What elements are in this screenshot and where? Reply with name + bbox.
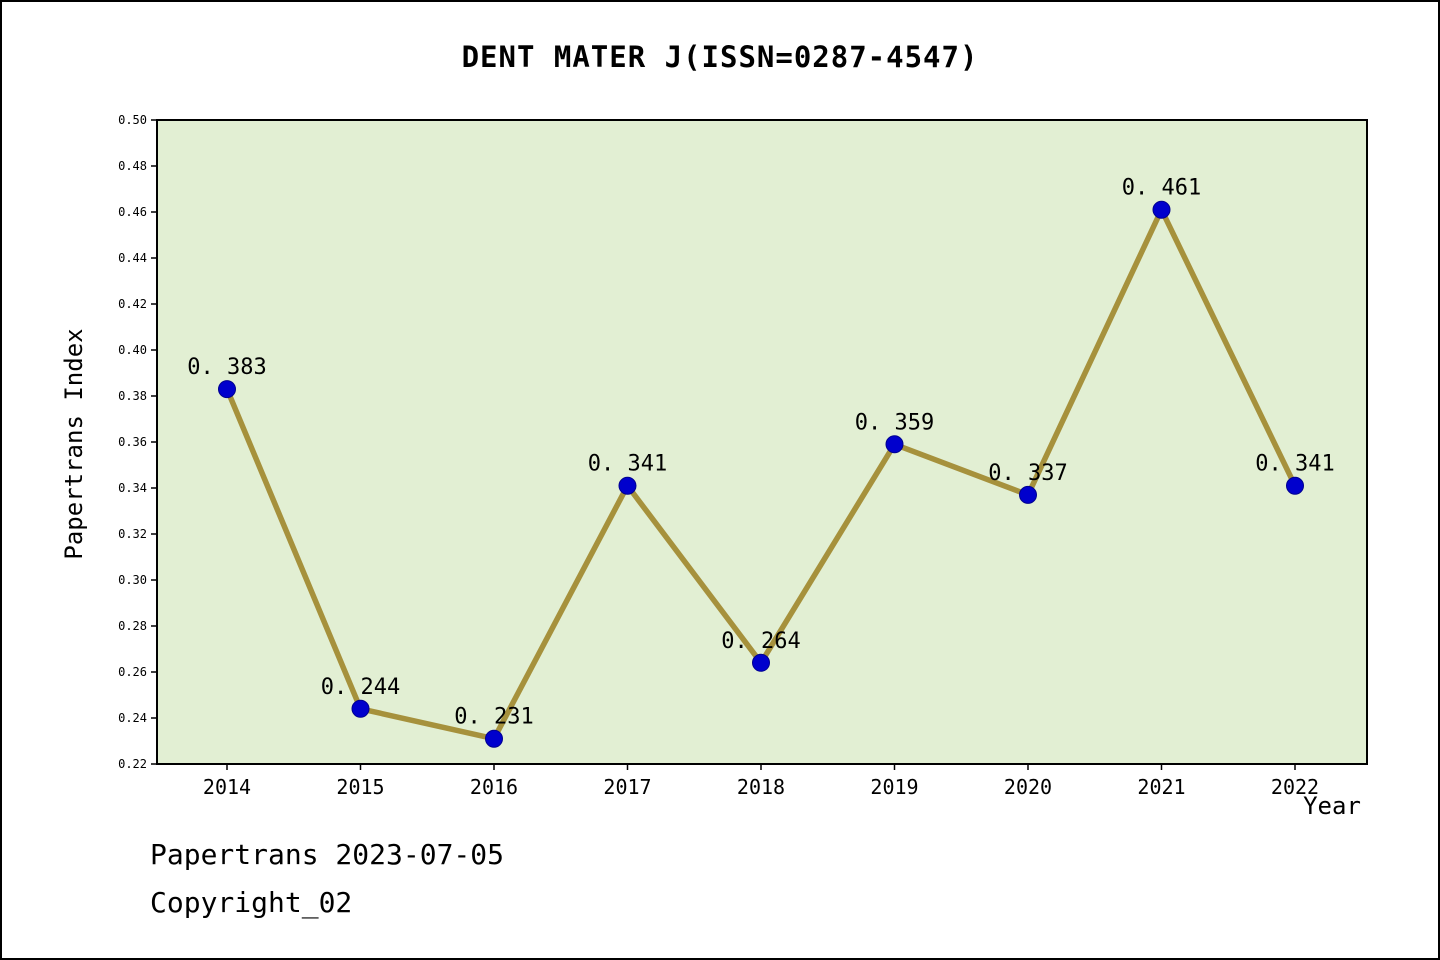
point-label: 0. 337 <box>988 461 1067 486</box>
footer-copyright: Copyright_02 <box>150 886 353 919</box>
x-tick-label: 2014 <box>203 775 251 799</box>
point-label: 0. 341 <box>588 452 667 477</box>
y-tick-label: 0.30 <box>118 573 147 587</box>
x-axis-title: Year <box>1303 792 1361 820</box>
point-label: 0. 264 <box>721 629 800 654</box>
point-label: 0. 461 <box>1122 176 1201 201</box>
data-point <box>752 653 770 672</box>
x-tick-label: 2021 <box>1137 775 1185 799</box>
x-tick-label: 2015 <box>336 775 384 799</box>
y-tick-label: 0.46 <box>118 205 147 219</box>
chart-title: DENT MATER J(ISSN=0287-4547) <box>461 40 979 74</box>
y-tick-label: 0.42 <box>118 297 147 311</box>
y-tick-label: 0.34 <box>118 481 147 495</box>
y-tick-label: 0.22 <box>118 757 147 771</box>
x-tick-label: 2018 <box>737 775 785 799</box>
data-point <box>351 699 370 718</box>
x-tick-label: 2019 <box>870 775 918 799</box>
point-label: 0. 341 <box>1255 452 1334 477</box>
y-axis-title: Papertrans Index <box>60 328 88 559</box>
y-tick-label: 0.48 <box>118 159 147 173</box>
data-point <box>218 380 236 399</box>
y-tick-label: 0.44 <box>118 251 147 265</box>
point-label: 0. 359 <box>855 410 934 435</box>
data-point <box>1286 476 1304 495</box>
data-point <box>1152 200 1171 219</box>
data-point <box>485 729 503 748</box>
data-point <box>1019 485 1037 504</box>
y-tick-label: 0.26 <box>118 665 147 679</box>
y-tick-label: 0.50 <box>118 113 147 127</box>
y-tick-label: 0.38 <box>118 389 147 403</box>
x-tick-label: 2020 <box>1004 775 1052 799</box>
footer-date: Papertrans 2023-07-05 <box>150 838 505 871</box>
point-label: 0. 383 <box>187 355 266 380</box>
data-point <box>885 435 904 454</box>
y-tick-label: 0.28 <box>118 619 147 633</box>
x-tick-label: 2017 <box>603 775 651 799</box>
x-tick-label: 2016 <box>470 775 518 799</box>
point-label: 0. 244 <box>321 675 400 700</box>
x-tick-label: 2022 <box>1271 775 1319 799</box>
y-tick-label: 0.32 <box>118 527 147 541</box>
y-tick-label: 0.24 <box>118 711 147 725</box>
data-point <box>618 476 637 495</box>
y-tick-label: 0.40 <box>118 343 147 357</box>
point-label: 0. 231 <box>454 705 533 730</box>
y-tick-label: 0.36 <box>118 435 147 449</box>
